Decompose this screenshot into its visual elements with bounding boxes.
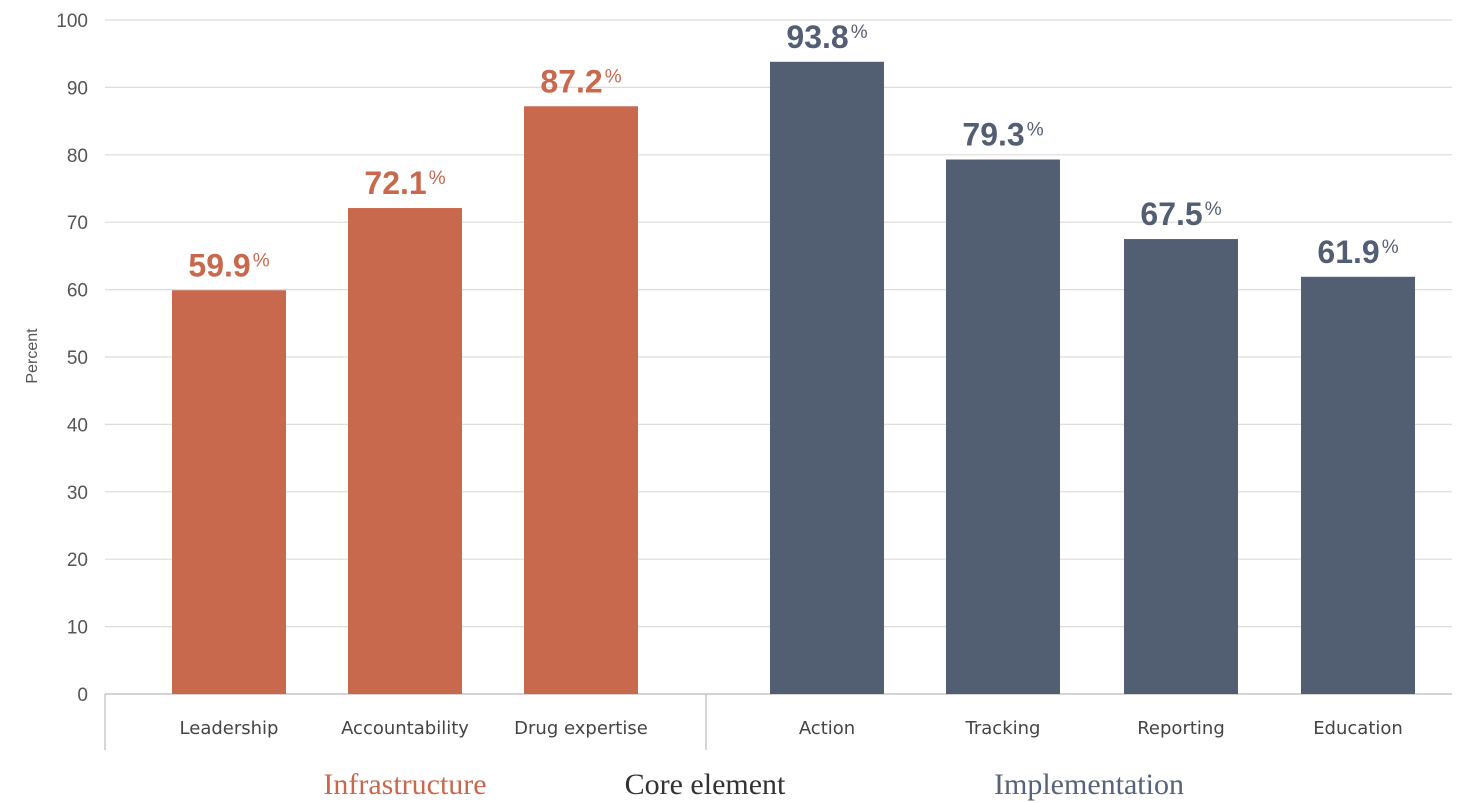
x-tick-label: Reporting — [1137, 718, 1225, 739]
bar-accountability — [348, 208, 462, 694]
y-axis: 0 10 20 30 40 50 60 70 80 90 100 — [56, 11, 88, 706]
x-tick-label: Drug expertise — [514, 718, 648, 739]
y-tick-label: 0 — [77, 685, 88, 706]
data-label: 67.5% — [1140, 196, 1221, 232]
x-tick-label: Leadership — [180, 718, 279, 739]
y-tick-label: 10 — [67, 618, 88, 639]
x-axis: Leadership Accountability Drug expertise Ac… — [104, 694, 1403, 750]
bar-leadership — [172, 290, 286, 694]
value-labels: 59.9 % 72.1 % 87.2 % 93.8 % 79.3 % 67.5 % 61.9% — [188, 19, 1398, 283]
data-label: 59.9% — [188, 247, 269, 283]
y-tick-label: 50 — [67, 348, 88, 369]
x-tick-label: Action — [799, 718, 855, 739]
bar-tracking — [946, 159, 1060, 694]
group-label: Infrastructure — [323, 768, 486, 801]
bar-reporting — [1124, 239, 1238, 695]
bar-drug-expertise — [524, 106, 638, 695]
y-tick-label: 70 — [67, 213, 88, 234]
y-tick-label: 60 — [67, 281, 88, 302]
x-tick-label: Tracking — [965, 718, 1041, 739]
x-tick-label: Education — [1313, 718, 1403, 739]
y-axis-label: Percent — [24, 328, 41, 384]
y-tick-label: 90 — [67, 78, 88, 99]
group-label: Implementation — [994, 768, 1184, 801]
y-tick-label: 40 — [67, 415, 88, 436]
bar-education — [1301, 276, 1415, 694]
data-label: 79.3% — [962, 117, 1043, 153]
y-tick-label: 20 — [67, 550, 88, 571]
x-axis-label: Core element — [625, 768, 786, 801]
bar-action — [770, 61, 884, 694]
bars — [172, 61, 1415, 695]
data-label: 61.9% — [1317, 234, 1398, 270]
data-label: 72.1% — [364, 165, 445, 201]
group-labels: Infrastructure Implementation — [323, 768, 1184, 801]
y-tick-label: 30 — [67, 483, 88, 504]
y-tick-label: 80 — [67, 146, 88, 167]
x-tick-label: Accountability — [341, 718, 469, 739]
data-label: 93.8% — [786, 19, 867, 55]
y-tick-label: 100 — [56, 11, 88, 32]
data-label: 87.2% — [540, 63, 621, 99]
